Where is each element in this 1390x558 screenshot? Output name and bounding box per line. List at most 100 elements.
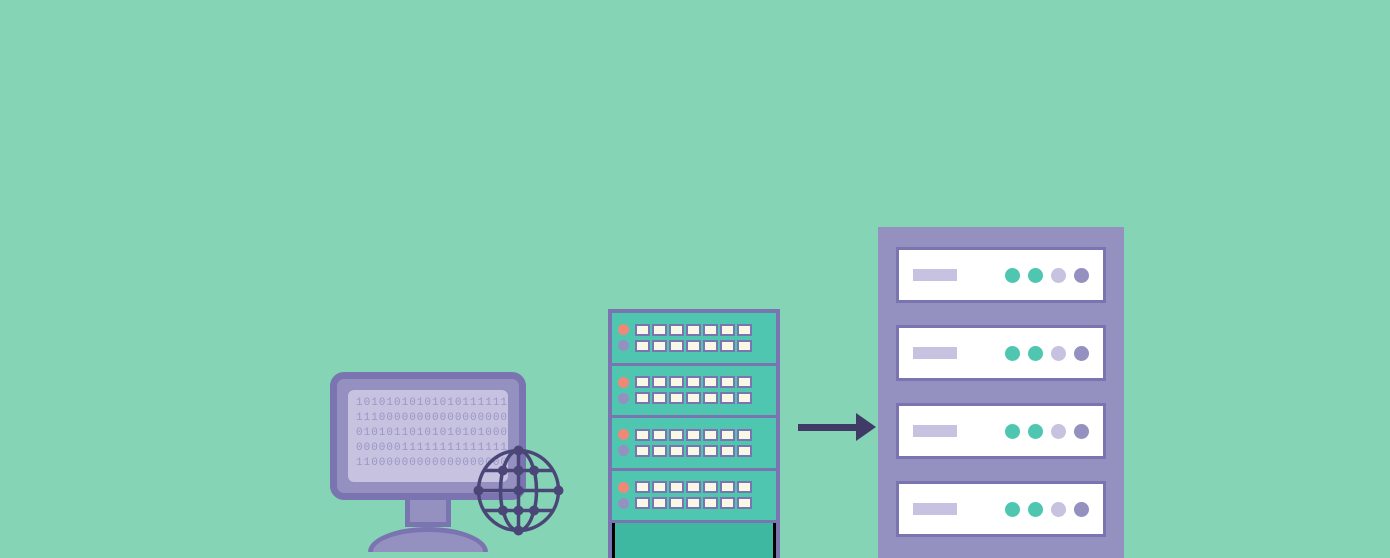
server-unit <box>896 247 1106 303</box>
status-led-1 <box>1028 346 1043 361</box>
drive-slot <box>669 445 684 457</box>
drive-slots <box>635 497 752 509</box>
drive-slot <box>669 497 684 509</box>
status-leds <box>1005 346 1089 361</box>
status-led-1 <box>1028 268 1043 283</box>
drive-slot <box>686 324 701 336</box>
status-led-2 <box>1051 346 1066 361</box>
status-led-0 <box>1005 424 1020 439</box>
status-led-3 <box>1074 424 1089 439</box>
drive-slot <box>737 392 752 404</box>
drive-slot <box>703 445 718 457</box>
status-leds <box>1005 424 1089 439</box>
drive-slot <box>720 324 735 336</box>
status-led-0 <box>1005 502 1020 517</box>
drive-slot <box>652 376 667 388</box>
server-unit <box>612 366 776 419</box>
status-led-0 <box>1005 346 1020 361</box>
arrow-head <box>856 413 876 441</box>
unit-label-bar <box>913 425 957 437</box>
drive-slot <box>669 481 684 493</box>
drive-slot <box>686 392 701 404</box>
drive-slot <box>720 497 735 509</box>
drive-slot <box>635 481 650 493</box>
status-led-red <box>618 482 629 493</box>
drive-slot <box>652 497 667 509</box>
source-server-rack <box>608 309 780 558</box>
status-led-red <box>618 324 629 335</box>
client-computer: 1010101010101011111111111 11100000000000… <box>330 372 526 552</box>
unit-label-bar <box>913 503 957 515</box>
drive-slot <box>652 392 667 404</box>
drive-slot <box>703 481 718 493</box>
drive-slot <box>703 376 718 388</box>
drive-slot <box>686 429 701 441</box>
drive-slots <box>635 324 752 336</box>
diagram-canvas: 1010101010101011111111111 11100000000000… <box>0 0 1390 558</box>
status-led-red <box>618 429 629 440</box>
drive-slot <box>652 445 667 457</box>
drive-slot <box>703 340 718 352</box>
drive-slot <box>635 324 650 336</box>
drive-slot <box>720 340 735 352</box>
drive-slot <box>652 481 667 493</box>
status-led-purple <box>618 340 629 351</box>
drive-slots <box>635 376 752 388</box>
status-led-1 <box>1028 424 1043 439</box>
drive-slot <box>703 497 718 509</box>
drive-slot <box>635 340 650 352</box>
server-unit <box>612 418 776 471</box>
drive-slot <box>669 376 684 388</box>
drive-slot <box>720 445 735 457</box>
status-leds <box>1005 268 1089 283</box>
drive-slot <box>720 376 735 388</box>
server-unit <box>896 325 1106 381</box>
drive-slot <box>635 497 650 509</box>
status-led-3 <box>1074 502 1089 517</box>
drive-slots <box>635 445 752 457</box>
drive-slot <box>737 324 752 336</box>
drive-slot <box>686 481 701 493</box>
drive-slot <box>720 392 735 404</box>
drive-slot <box>669 392 684 404</box>
status-led-purple <box>618 445 629 456</box>
drive-slot <box>669 429 684 441</box>
server-base <box>612 523 776 558</box>
drive-slot <box>686 497 701 509</box>
drive-slots <box>635 340 752 352</box>
drive-slot <box>737 497 752 509</box>
status-led-0 <box>1005 268 1020 283</box>
status-led-1 <box>1028 502 1043 517</box>
drive-slot <box>635 376 650 388</box>
drive-slot <box>635 445 650 457</box>
drive-slot <box>720 481 735 493</box>
arrow-shaft <box>798 424 856 431</box>
drive-slot <box>686 445 701 457</box>
drive-slot <box>737 429 752 441</box>
drive-slot <box>669 324 684 336</box>
drive-slot <box>720 429 735 441</box>
unit-label-bar <box>913 347 957 359</box>
unit-label-bar <box>913 269 957 281</box>
drive-slot <box>737 481 752 493</box>
drive-slots <box>635 392 752 404</box>
drive-slot <box>652 324 667 336</box>
drive-slot <box>669 340 684 352</box>
monitor-stand <box>405 500 451 527</box>
status-led-2 <box>1051 424 1066 439</box>
drive-slot <box>737 445 752 457</box>
drive-slot <box>703 429 718 441</box>
server-unit <box>896 403 1106 459</box>
drive-slot <box>652 429 667 441</box>
drive-slot <box>737 376 752 388</box>
globe-network-icon <box>473 445 564 536</box>
drive-slot <box>703 392 718 404</box>
server-unit <box>612 471 776 524</box>
drive-slots <box>635 481 752 493</box>
drive-slot <box>703 324 718 336</box>
status-led-3 <box>1074 268 1089 283</box>
transfer-arrow-icon <box>798 413 876 441</box>
server-unit <box>896 481 1106 537</box>
status-led-red <box>618 377 629 388</box>
status-led-2 <box>1051 502 1066 517</box>
